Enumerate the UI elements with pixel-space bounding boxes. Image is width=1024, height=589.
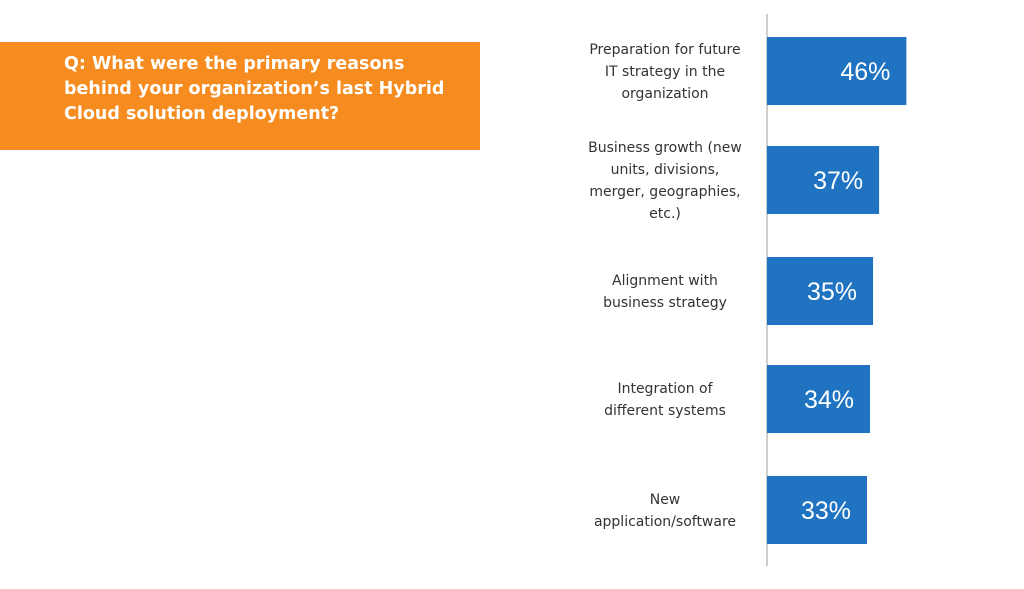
category-label-line: New	[650, 492, 681, 508]
category-label-line: units, divisions,	[611, 162, 720, 178]
bar-1	[767, 146, 880, 214]
bar-3	[767, 365, 871, 433]
bar-0	[767, 37, 907, 105]
category-label-0: Preparation for future IT strategy in the…	[589, 42, 740, 102]
bar-2	[767, 257, 874, 325]
category-label-3: Integration of different systems	[604, 381, 726, 419]
category-label-1: Business growth (new units, divisions, mer…	[588, 140, 742, 222]
category-label-line: IT strategy in the	[605, 64, 725, 80]
category-label-line: etc.)	[649, 206, 681, 222]
category-label-line: organization	[621, 86, 708, 102]
category-label-line: merger, geographies,	[589, 184, 740, 200]
category-label-line: application/software	[594, 514, 736, 530]
category-label-line: Preparation for future	[589, 42, 740, 58]
question-text: Q: What were the primary reasons behind …	[64, 54, 445, 124]
category-label-line: Alignment with	[612, 273, 718, 289]
question-banner: Q: What were the primary reasons behind …	[0, 42, 480, 150]
value-label-2: 35%	[807, 278, 857, 306]
value-label-3: 34%	[804, 386, 854, 414]
bars-group	[767, 37, 907, 544]
category-label-4: New application/software	[594, 492, 736, 530]
category-labels-group: Preparation for future IT strategy in the…	[588, 42, 742, 530]
value-labels-group: 46% 37% 35% 34% 33%	[801, 58, 890, 525]
category-label-line: Integration of	[617, 381, 713, 397]
value-label-1: 37%	[813, 167, 863, 195]
value-label-0: 46%	[840, 58, 890, 86]
value-label-4: 33%	[801, 497, 851, 525]
category-label-2: Alignment with business strategy	[603, 273, 727, 311]
category-label-line: different systems	[604, 403, 726, 419]
category-label-line: Business growth (new	[588, 140, 742, 156]
category-label-line: business strategy	[603, 295, 727, 311]
bar-4	[767, 476, 867, 544]
